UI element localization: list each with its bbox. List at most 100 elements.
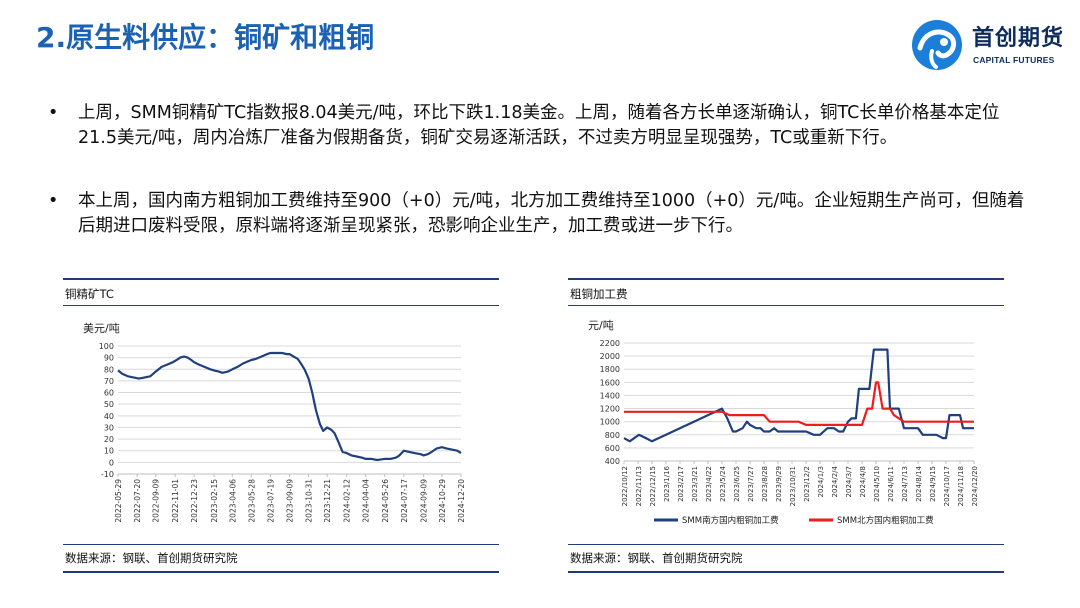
y-tick-label: 40 bbox=[104, 412, 114, 421]
y-tick-label: 90 bbox=[104, 354, 114, 363]
chart-source: 数据来源：钢联、首创期货研究院 bbox=[65, 551, 238, 565]
x-tick-label: 2024/8/14 bbox=[915, 465, 923, 501]
x-tick-label: 2024/2/4 bbox=[831, 465, 839, 497]
x-tick-label: 2022-11-01 bbox=[171, 479, 180, 523]
chart-source: 数据来源：钢联、首创期货研究院 bbox=[570, 551, 743, 565]
x-tick-label: 2024/9/15 bbox=[929, 466, 937, 502]
x-tick-label: 2022-09-09 bbox=[152, 479, 161, 523]
bullet-tc-index: • 上周，SMM铜精矿TC指数报8.04美元/吨，环比下跌1.18美金。上周，随… bbox=[48, 101, 1038, 151]
x-tick-label: 2022-07-20 bbox=[133, 479, 142, 523]
y-axis-label: 元/吨 bbox=[588, 319, 614, 332]
x-tick-label: 2023-09-09 bbox=[286, 479, 295, 523]
x-tick-label: 2024-02-12 bbox=[343, 479, 352, 523]
y-tick-label: 100 bbox=[99, 342, 114, 351]
chart-title: 粗铜加工费 bbox=[570, 287, 628, 301]
x-tick-label: 2023-05-28 bbox=[247, 479, 256, 523]
y-tick-label: 20 bbox=[104, 435, 114, 444]
chart-panel-tc: 铜精矿TC 美元/吨 -10 0 10 20 30 40 50 60 70 80 90 100 2022-… bbox=[63, 278, 499, 574]
y-tick-label: 50 bbox=[104, 400, 114, 409]
x-tick-label: 2024/4/8 bbox=[859, 466, 867, 497]
x-tick-label: 2023/1/16 bbox=[663, 465, 671, 501]
logo-text-en: CAPITAL FUTURES bbox=[973, 55, 1055, 65]
chart-panel-blister-fee: 粗铜加工费 元/吨 400 600 800 1000 1200 1400 1600 1800 20… bbox=[568, 278, 1004, 574]
x-tick-label: 2022/10/12 bbox=[621, 466, 629, 506]
x-tick-label: 2024-07-17 bbox=[400, 479, 409, 523]
x-tick-label: 2024-12-20 bbox=[457, 479, 466, 523]
y-tick-label: 1400 bbox=[600, 391, 620, 400]
x-tick-label: 2022/11/13 bbox=[635, 466, 643, 506]
x-tick-label: 2023-12-21 bbox=[323, 479, 332, 523]
x-tick-label: 2023-07-19 bbox=[266, 479, 275, 523]
x-tick-label: 2023/6/25 bbox=[733, 466, 741, 502]
panel-source-rule bbox=[568, 544, 1004, 545]
x-tick-label: 2024/11/18 bbox=[957, 466, 965, 506]
y-tick-label: 1600 bbox=[600, 378, 620, 387]
y-tick-label: 70 bbox=[104, 377, 114, 386]
x-tick-label: 2024/5/10 bbox=[873, 466, 881, 502]
panel-bottom-rule bbox=[568, 571, 1004, 573]
x-tick-label: 2023/4/22 bbox=[705, 466, 713, 502]
x-tick-label: 2024-04-04 bbox=[362, 479, 371, 523]
logo-text-cn: 首创期货 bbox=[972, 26, 1065, 51]
blister-fee-line-chart: 元/吨 400 600 800 1000 1200 1400 1600 1800 2000 2200… bbox=[588, 319, 979, 526]
y-tick-label: 1800 bbox=[600, 365, 620, 374]
series-line-0 bbox=[623, 348, 974, 443]
panel-bottom-rule bbox=[63, 571, 499, 573]
x-tick-label: 2022-05-29 bbox=[114, 479, 123, 523]
series-line-0 bbox=[117, 351, 462, 462]
x-tick-label: 2023/3/21 bbox=[691, 466, 699, 502]
y-tick-label: 60 bbox=[104, 389, 114, 398]
panel-top-rule bbox=[63, 278, 499, 280]
y-tick-label: 1000 bbox=[600, 418, 620, 427]
y-tick-label: 400 bbox=[605, 457, 620, 466]
x-tick-label: 2023-02-15 bbox=[210, 479, 219, 523]
series-line-1 bbox=[624, 381, 974, 427]
page-title: 2.原生料供应：铜矿和粗铜 bbox=[36, 21, 375, 54]
x-tick-label: 2022/12/15 bbox=[649, 466, 657, 506]
x-tick-label: 2023/8/28 bbox=[761, 466, 769, 502]
y-tick-label: 2200 bbox=[600, 339, 620, 348]
y-tick-label: 80 bbox=[104, 365, 114, 374]
legend-label-1: SMM北方国内粗铜加工费 bbox=[837, 515, 934, 526]
y-tick-label: 2000 bbox=[600, 352, 620, 361]
brand-logo: 首创期货 CAPITAL FUTURES bbox=[910, 14, 1075, 70]
capital-futures-logo-icon bbox=[912, 20, 962, 70]
y-tick-label: -10 bbox=[101, 470, 114, 479]
panel-title-rule bbox=[63, 305, 499, 306]
x-tick-label: 2023/12/2 bbox=[803, 466, 811, 502]
x-tick-label: 2023/2/17 bbox=[677, 466, 685, 502]
x-tick-label: 2024/1/3 bbox=[817, 466, 825, 497]
x-tick-label: 2023/9/29 bbox=[775, 466, 783, 502]
y-tick-label: 600 bbox=[605, 444, 620, 453]
x-tick-label: 2024-05-26 bbox=[381, 479, 390, 523]
panel-top-rule bbox=[568, 278, 1004, 280]
x-tick-label: 2024/12/20 bbox=[971, 466, 979, 506]
x-tick-label: 2024/6/11 bbox=[887, 466, 895, 502]
chart-title: 铜精矿TC bbox=[65, 287, 114, 301]
x-tick-label: 2023-04-06 bbox=[228, 479, 237, 523]
x-tick-label: 2024/7/13 bbox=[901, 466, 909, 502]
x-tick-label: 2023-10-31 bbox=[305, 479, 314, 523]
x-tick-label: 2024/3/7 bbox=[845, 466, 853, 497]
bullet-text: 上周，SMM铜精矿TC指数报8.04美元/吨，环比下跌1.18美金。上周，随着各… bbox=[78, 103, 1000, 148]
panel-title-rule bbox=[568, 305, 1004, 306]
legend-label-0: SMM南方国内粗铜加工费 bbox=[682, 515, 779, 526]
x-tick-label: 2023/5/24 bbox=[719, 465, 727, 501]
bullet-blister-fee: • 本上周，国内南方粗铜加工费维持至900（+0）元/吨，北方加工费维持至100… bbox=[48, 189, 1038, 239]
bullet-marker: • bbox=[48, 103, 59, 123]
x-tick-label: 2024/10/17 bbox=[943, 466, 951, 506]
bullet-marker: • bbox=[48, 191, 59, 211]
x-tick-label: 2022-12-23 bbox=[190, 479, 199, 523]
x-tick-label: 2023/7/27 bbox=[747, 466, 755, 502]
panel-source-rule bbox=[63, 544, 499, 545]
x-tick-label: 2024-09-09 bbox=[420, 479, 429, 523]
tc-line-chart: 美元/吨 -10 0 10 20 30 40 50 60 70 80 90 100 2022-05-29 2… bbox=[83, 322, 466, 523]
y-tick-label: 1200 bbox=[600, 405, 620, 414]
y-axis-label: 美元/吨 bbox=[83, 322, 120, 335]
bullet-text: 本上周，国内南方粗铜加工费维持至900（+0）元/吨，北方加工费维持至1000（… bbox=[78, 191, 1025, 236]
y-tick-label: 0 bbox=[109, 458, 114, 467]
x-tick-label: 2023/10/31 bbox=[789, 466, 797, 506]
x-tick-label: 2024-10-29 bbox=[438, 479, 447, 523]
y-tick-label: 30 bbox=[104, 423, 114, 432]
y-tick-label: 800 bbox=[605, 431, 620, 440]
